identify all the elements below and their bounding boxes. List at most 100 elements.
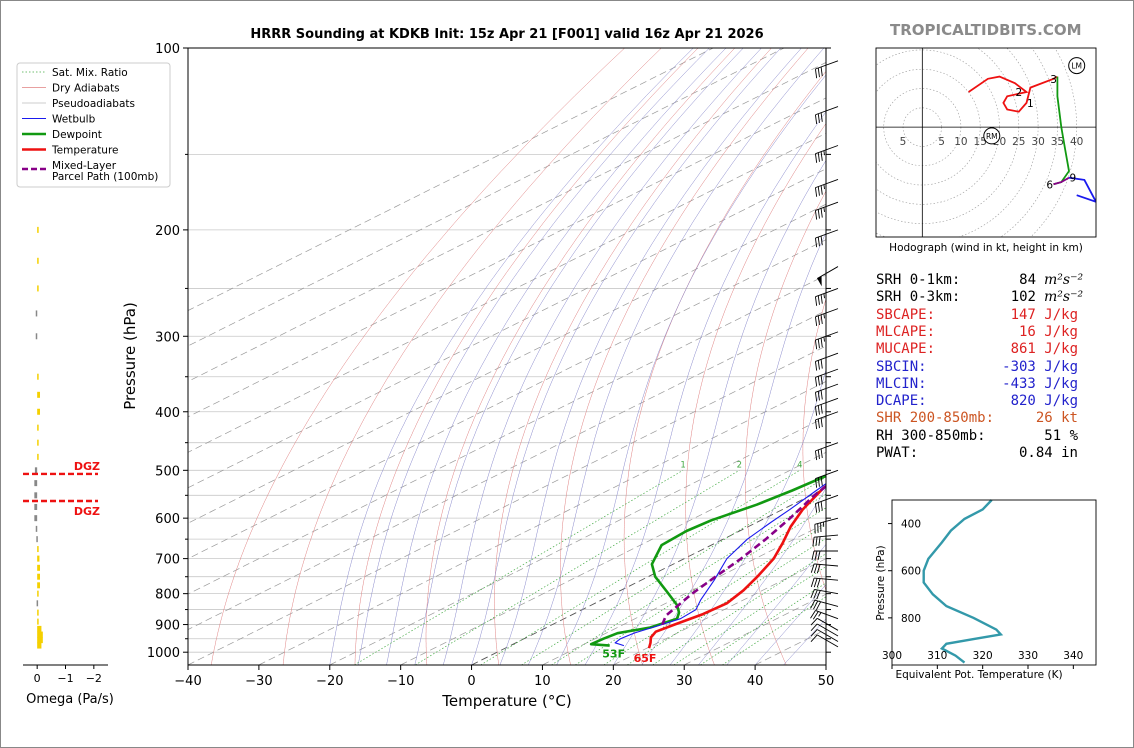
index-label: PWAT: [876, 445, 919, 461]
mix-ratio-line [574, 507, 826, 665]
dry-adiabat [210, 48, 625, 665]
barb-feather [817, 477, 820, 487]
wind-barb [815, 494, 839, 513]
barb-feather [817, 237, 820, 247]
barb-staff [815, 308, 839, 318]
index-value: 16 J/kg [1018, 323, 1078, 340]
legend-label: Parcel Path (100mb) [52, 171, 158, 183]
chart-title: HRRR Sounding at KDKB Init: 15z Apr 21 [… [250, 27, 764, 42]
barb-feather [810, 600, 816, 609]
omega-bar [37, 642, 42, 649]
omega-bar [37, 226, 39, 233]
mix-ratio-label: 16 [929, 460, 940, 470]
wind-barb [810, 589, 839, 600]
barb-staff [814, 534, 839, 538]
dgz-label: DGZ [74, 505, 100, 518]
mix-ratio-label: 1 [680, 460, 685, 470]
barb-feather [817, 152, 820, 162]
barb-feather [817, 405, 820, 415]
barb-half-feather [823, 150, 825, 156]
barb-feather [818, 536, 821, 546]
index-label: SRH 0-3km: [876, 289, 961, 306]
index-label: MLCAPE: [876, 323, 936, 340]
omega-bar [35, 333, 38, 340]
omega-bar [34, 492, 38, 499]
thetae-x-label: Equivalent Pot. Temperature (K) [895, 669, 1062, 681]
barb-staff [815, 397, 839, 407]
hodo-ring-label: 25 [1012, 136, 1025, 148]
omega-bar [37, 408, 40, 415]
thetae-x-tick-label: 330 [1018, 650, 1038, 662]
hodo-ring-label: 5 [938, 136, 945, 148]
hodo-line [1053, 76, 1070, 186]
barb-feather [817, 315, 820, 326]
barb-feather [820, 390, 823, 400]
barb-half-feather [818, 612, 822, 617]
barb-feather [815, 238, 818, 248]
barb-feather [820, 294, 823, 304]
thetae-y-label: Pressure (hPa) [875, 545, 887, 620]
hodo-frame [875, 47, 1097, 238]
omega-bar [37, 546, 39, 553]
thetae-x-tick-label: 310 [927, 650, 947, 662]
barb-staff [815, 610, 839, 620]
barb-feather [815, 316, 818, 327]
barb-feather [820, 314, 823, 324]
y-tick-label: 700 [155, 553, 180, 568]
dry-adiabat [560, 48, 809, 665]
wind-barb [815, 383, 839, 402]
barb-staff [815, 368, 839, 378]
mix-ratio-line [652, 553, 826, 665]
barb-feather [815, 419, 818, 430]
hodo-ring-label: 40 [1070, 136, 1083, 148]
legend: Sat. Mix. Ratio Dry Adiabats Pseudoadiabat… [16, 62, 171, 188]
pseudoadiabat [414, 48, 744, 665]
barb-feather [820, 235, 823, 246]
barb-feather [814, 550, 818, 561]
legend-label: Dewpoint [52, 129, 102, 141]
omega-bar [37, 285, 39, 292]
y-tick-label: 500 [155, 464, 180, 479]
barb-feather [815, 377, 818, 387]
legend-label: Pseudoadiabats [52, 98, 135, 110]
omega-bar [35, 310, 38, 317]
omega-bar [37, 590, 39, 597]
index-value: 102 [1010, 289, 1036, 306]
barb-feather [813, 564, 818, 574]
wind-barb [815, 469, 839, 488]
isotherm [188, 132, 826, 453]
omega-bar [34, 515, 38, 522]
barb-feather [817, 418, 820, 429]
mix-ratio-line [480, 470, 800, 665]
barb-feather [820, 359, 823, 369]
omega-bar [37, 373, 39, 380]
pseudoadiabat [329, 48, 694, 665]
hodo-ring-label: 10 [954, 136, 967, 148]
barb-feather [812, 611, 819, 620]
thetae-panel: 300 310 320 330 340 400 600 800 Equivalent Pot. … [875, 499, 1097, 681]
dewpoint-line [589, 474, 826, 647]
barb-feather [820, 112, 823, 122]
barb-feather [815, 478, 818, 488]
index-label: DCAPE: [876, 393, 927, 410]
barb-feather [817, 67, 820, 78]
omega-bar [37, 625, 42, 632]
barb-staff [815, 229, 839, 239]
wind-barb [810, 563, 839, 574]
omega-axis-label: Omega (Pa/s) [26, 692, 114, 707]
mix-ratio-label: 20 [952, 460, 963, 470]
barb-feather [820, 151, 823, 161]
index-unit: m²s⁻² [1044, 272, 1084, 288]
barb-staff [814, 517, 839, 525]
index-value: 861 J/kg [1010, 341, 1078, 358]
y-tick-label: 200 [155, 224, 180, 239]
index-value: -433 J/kg [1002, 375, 1078, 392]
barb-feather [810, 610, 816, 619]
index-value: 0.84 in [1018, 445, 1078, 461]
index-value: -303 J/kg [1002, 358, 1078, 375]
hodo-line [1068, 176, 1096, 203]
omega-bar [37, 637, 43, 644]
index-value: 147 J/kg [1010, 306, 1078, 323]
